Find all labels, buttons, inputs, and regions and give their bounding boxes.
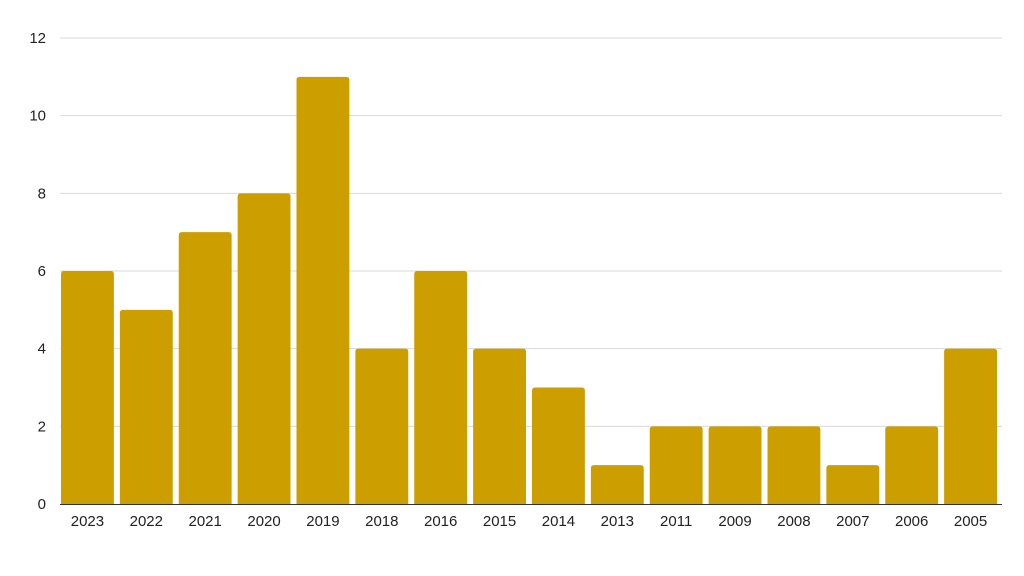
y-tick-label: 10 bbox=[29, 108, 46, 125]
x-tick-label: 2008 bbox=[777, 513, 810, 530]
x-tick-label: 2011 bbox=[660, 513, 692, 530]
bar-2009 bbox=[708, 426, 762, 504]
y-tick-label: 12 bbox=[29, 30, 46, 47]
bar-2013 bbox=[590, 465, 644, 504]
x-axis-ticks: 2023 2022 2021 2020 2019 2018 2016 2015 2014 2013… bbox=[71, 513, 988, 530]
bar-2011 bbox=[649, 426, 703, 504]
y-tick-label: 2 bbox=[38, 418, 46, 435]
x-tick-label: 2019 bbox=[306, 513, 339, 530]
bar-2015 bbox=[473, 348, 526, 504]
bar-2018 bbox=[355, 348, 409, 504]
y-tick-label: 4 bbox=[38, 341, 46, 358]
x-tick-label: 2018 bbox=[365, 513, 398, 530]
x-tick-label: 2023 bbox=[71, 513, 104, 530]
x-tick-label: 2021 bbox=[189, 513, 222, 530]
bar-2021 bbox=[178, 232, 232, 504]
bar-2014 bbox=[532, 387, 585, 504]
bars bbox=[61, 76, 997, 505]
bar-2023 bbox=[61, 271, 114, 504]
x-tick-label: 2013 bbox=[601, 513, 634, 530]
x-tick-label: 2005 bbox=[954, 513, 987, 530]
x-tick-label: 2009 bbox=[718, 513, 751, 530]
bar-2008 bbox=[767, 426, 821, 504]
x-tick-label: 2007 bbox=[836, 513, 869, 530]
x-tick-label: 2020 bbox=[247, 513, 280, 530]
bar-2019 bbox=[296, 76, 350, 504]
y-axis-ticks: 0 2 4 6 8 10 12 bbox=[29, 30, 46, 513]
x-tick-label: 2006 bbox=[895, 513, 928, 530]
x-tick-label: 2016 bbox=[424, 513, 457, 530]
bar-2016 bbox=[414, 271, 468, 504]
bar-2005 bbox=[944, 348, 997, 504]
bar-2007 bbox=[826, 465, 880, 504]
y-tick-label: 0 bbox=[38, 496, 46, 513]
bar-2006 bbox=[885, 426, 939, 504]
x-tick-label: 2015 bbox=[483, 513, 516, 530]
y-tick-label: 8 bbox=[38, 185, 46, 202]
bar-2022 bbox=[119, 309, 173, 504]
x-tick-label: 2022 bbox=[130, 513, 163, 530]
y-tick-label: 6 bbox=[38, 263, 46, 280]
x-tick-label: 2014 bbox=[542, 513, 575, 530]
bar-2020 bbox=[237, 193, 291, 505]
